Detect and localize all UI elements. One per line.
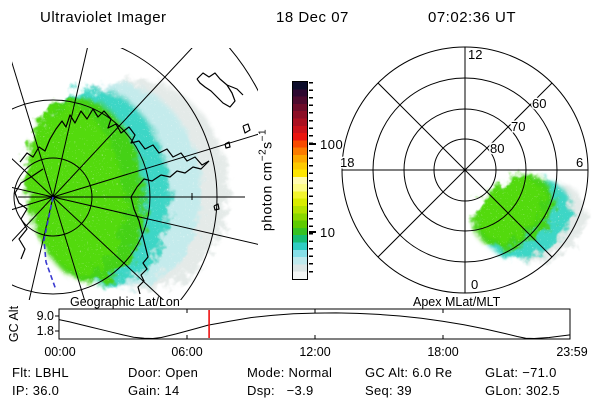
geographic-map [12, 48, 258, 300]
orbit-track-line [43, 196, 57, 291]
mlt-0-label: 0 [471, 277, 478, 292]
polar-grid [341, 46, 589, 294]
apex-plot-caption: Apex MLat/MLT [413, 295, 501, 309]
colorbar-minor-ticks [309, 82, 313, 278]
status-seq: Seq: 39 [365, 383, 412, 398]
xtick-0600: 06:00 [171, 345, 202, 359]
apex-polar-plot: 12 18 6 0 60 70 80 [339, 46, 589, 294]
xtick-1800: 18:00 [427, 345, 458, 359]
status-ip: IP: 36.0 [12, 383, 60, 398]
xtick-0000: 00:00 [44, 345, 75, 359]
status-door: Door: Open [128, 365, 199, 380]
colorbar-tick-label-100: 100 [320, 137, 344, 152]
status-gain: Gain: 14 [128, 383, 180, 398]
geo-map-caption: Geographic Lat/Lon [70, 295, 180, 309]
status-gc-alt: GC Alt: 6.0 Re [365, 365, 453, 380]
colorbar-tick-100 [309, 143, 316, 145]
xtick-1200: 12:00 [299, 345, 330, 359]
mlt-12-label: 12 [468, 47, 482, 62]
status-glon: GLon: 302.5 [485, 383, 560, 398]
colorbar-units-mid: s [258, 141, 275, 149]
gc-alt-axis-label: GC Alt [7, 305, 21, 342]
timeline-ticks [55, 309, 444, 339]
time-label: 07:02:36 UT [428, 9, 517, 26]
colorbar-tick-label-10: 10 [320, 225, 336, 240]
altitude-curve [58, 312, 571, 340]
mlat-80-label: 80 [490, 141, 504, 156]
coastlines [14, 72, 251, 295]
gc-alt-timeline: Geographic Lat/Lon Apex MLat/MLT 9.0 1.8… [7, 295, 588, 359]
xtick-2359: 23:59 [556, 345, 587, 359]
ytick-9: 9.0 [37, 309, 54, 323]
status-flt: Flt: LBHL [12, 365, 69, 380]
mlt-6-label: 6 [576, 155, 583, 170]
aurora-blob-geographic [26, 80, 229, 290]
colorbar-units-sup1: −2 [257, 148, 269, 162]
colorbar-units-prefix: photon cm [258, 161, 275, 232]
colorbar-gradient [292, 81, 308, 280]
status-dsp: Dsp: −3.9 [247, 383, 314, 398]
status-glat: GLat: −71.0 [485, 365, 557, 380]
colorbar-units-label: photon cm−2s−1 [258, 129, 275, 231]
date-label: 18 Dec 07 [276, 9, 349, 26]
colorbar-tick-10 [309, 231, 316, 233]
app-title: Ultraviolet Imager [40, 9, 167, 26]
status-mode: Mode: Normal [247, 365, 333, 380]
mlat-60-label: 60 [532, 96, 546, 111]
mlt-18-label: 18 [340, 155, 354, 170]
mlat-70-label: 70 [511, 119, 525, 134]
colorbar-units-sup2: −1 [257, 128, 269, 142]
ytick-1-8: 1.8 [37, 324, 54, 338]
